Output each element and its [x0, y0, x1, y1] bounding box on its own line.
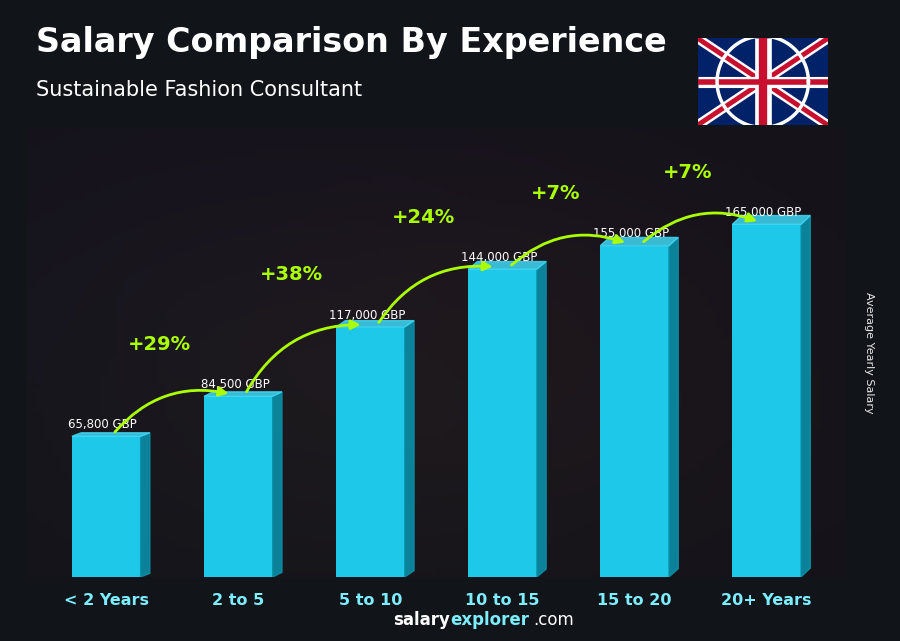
Text: 155,000 GBP: 155,000 GBP	[593, 228, 670, 240]
Text: Average Yearly Salary: Average Yearly Salary	[863, 292, 874, 413]
Polygon shape	[72, 433, 150, 437]
Text: +24%: +24%	[392, 208, 454, 227]
Text: 165,000 GBP: 165,000 GBP	[725, 206, 801, 219]
Text: +7%: +7%	[662, 163, 712, 182]
Polygon shape	[733, 215, 810, 224]
FancyBboxPatch shape	[72, 437, 140, 577]
Text: Salary Comparison By Experience: Salary Comparison By Experience	[36, 26, 667, 58]
Polygon shape	[468, 262, 546, 269]
FancyBboxPatch shape	[600, 246, 669, 577]
Polygon shape	[537, 262, 546, 577]
Text: 84,500 GBP: 84,500 GBP	[201, 378, 269, 391]
Polygon shape	[669, 237, 679, 577]
Text: 65,800 GBP: 65,800 GBP	[68, 418, 137, 431]
Polygon shape	[273, 392, 282, 577]
Polygon shape	[801, 215, 810, 577]
Text: Sustainable Fashion Consultant: Sustainable Fashion Consultant	[36, 80, 362, 100]
Text: 144,000 GBP: 144,000 GBP	[461, 251, 537, 264]
FancyBboxPatch shape	[733, 224, 801, 577]
Text: explorer: explorer	[450, 612, 529, 629]
FancyBboxPatch shape	[336, 327, 405, 577]
Text: +7%: +7%	[531, 184, 580, 203]
Text: 117,000 GBP: 117,000 GBP	[328, 308, 405, 322]
Polygon shape	[140, 433, 150, 577]
Polygon shape	[336, 320, 414, 327]
Text: .com: .com	[534, 612, 574, 629]
Polygon shape	[204, 392, 282, 396]
Text: +38%: +38%	[259, 265, 323, 285]
Text: +29%: +29%	[128, 335, 191, 354]
FancyBboxPatch shape	[468, 269, 537, 577]
FancyBboxPatch shape	[204, 396, 273, 577]
Polygon shape	[405, 320, 414, 577]
Polygon shape	[600, 237, 679, 246]
Text: salary: salary	[393, 612, 450, 629]
